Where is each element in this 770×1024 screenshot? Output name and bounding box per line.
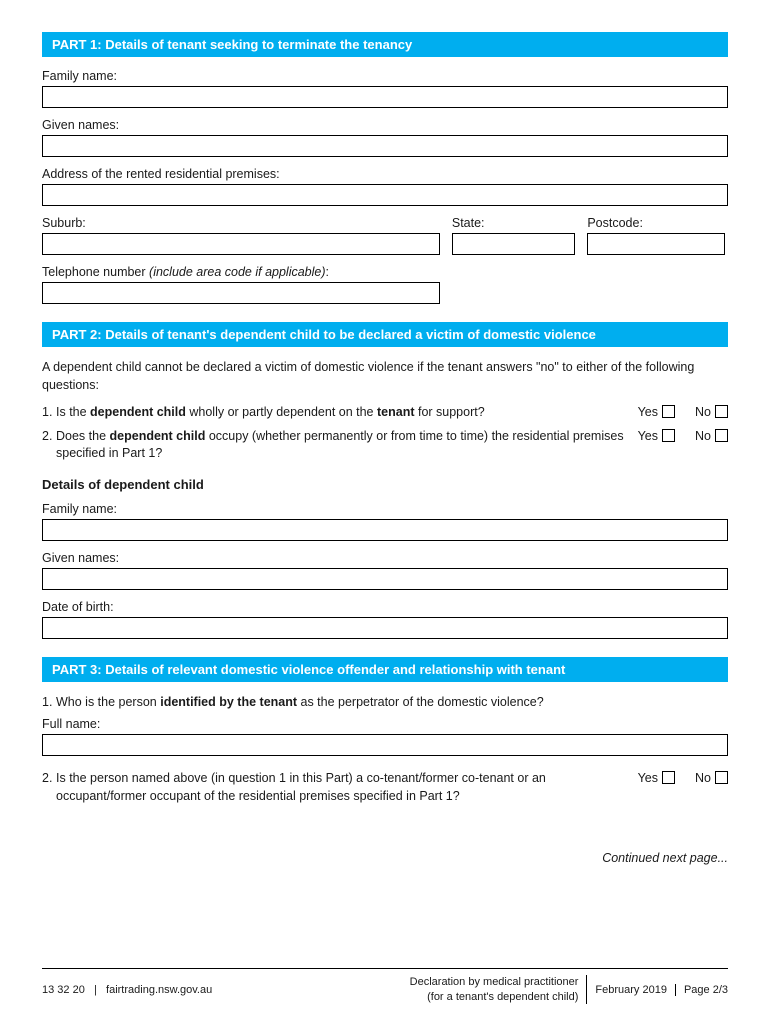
q1-no-checkbox[interactable] bbox=[715, 405, 728, 418]
footer-page: Page 2/3 bbox=[676, 984, 728, 996]
part3-header: PART 3: Details of relevant domestic vio… bbox=[42, 657, 728, 682]
footer-title2: (for a tenant's dependent child) bbox=[410, 990, 579, 1004]
p3-q1-text: Who is the person identified by the tena… bbox=[56, 694, 728, 712]
q2-a: Does the bbox=[56, 429, 110, 443]
footer-url: fairtrading.nsw.gov.au bbox=[106, 984, 212, 996]
q2-yes-label: Yes bbox=[638, 428, 658, 446]
p3-q2-yes-checkbox[interactable] bbox=[662, 771, 675, 784]
family-name-label: Family name: bbox=[42, 69, 728, 83]
q1-num: 1. bbox=[42, 404, 56, 422]
child-dob-label: Date of birth: bbox=[42, 600, 728, 614]
child-dob-input[interactable] bbox=[42, 617, 728, 639]
footer-sep: | bbox=[94, 984, 97, 996]
footer-title1: Declaration by medical practitioner bbox=[410, 975, 579, 989]
q1-text: Is the dependent child wholly or partly … bbox=[56, 404, 638, 422]
suburb-label: Suburb: bbox=[42, 216, 440, 230]
q2-no-checkbox[interactable] bbox=[715, 429, 728, 442]
given-names-label: Given names: bbox=[42, 118, 728, 132]
q1-b: dependent child bbox=[90, 405, 186, 419]
phone-label: Telephone number (include area code if a… bbox=[42, 265, 728, 279]
q2-num: 2. bbox=[42, 428, 56, 446]
phone-input[interactable] bbox=[42, 282, 440, 304]
phone-label-suffix: : bbox=[326, 265, 329, 279]
p3-q2-no-label: No bbox=[695, 770, 711, 788]
q1-yes-checkbox[interactable] bbox=[662, 405, 675, 418]
q1-yes-label: Yes bbox=[638, 404, 658, 422]
p3-q1-c: as the perpetrator of the domestic viole… bbox=[297, 695, 544, 709]
dependent-child-heading: Details of dependent child bbox=[42, 477, 728, 492]
part3-q1: 1. Who is the person identified by the t… bbox=[42, 694, 728, 712]
footer-date: February 2019 bbox=[587, 984, 676, 996]
phone-label-prefix: Telephone number bbox=[42, 265, 149, 279]
given-names-input[interactable] bbox=[42, 135, 728, 157]
child-given-names-input[interactable] bbox=[42, 568, 728, 590]
continued-text: Continued next page... bbox=[42, 851, 728, 865]
child-family-name-input[interactable] bbox=[42, 519, 728, 541]
q1-a: Is the bbox=[56, 405, 90, 419]
address-input[interactable] bbox=[42, 184, 728, 206]
child-family-name-label: Family name: bbox=[42, 502, 728, 516]
part2-header: PART 2: Details of tenant's dependent ch… bbox=[42, 322, 728, 347]
q1-c: wholly or partly dependent on the bbox=[186, 405, 377, 419]
child-given-names-label: Given names: bbox=[42, 551, 728, 565]
p3-q2-yes-label: Yes bbox=[638, 770, 658, 788]
part3-q2: 2. Is the person named above (in questio… bbox=[42, 770, 728, 805]
p3-q1-b: identified by the tenant bbox=[160, 695, 297, 709]
q2-no-label: No bbox=[695, 428, 711, 446]
state-input[interactable] bbox=[452, 233, 575, 255]
part1-header: PART 1: Details of tenant seeking to ter… bbox=[42, 32, 728, 57]
p3-q2-no-checkbox[interactable] bbox=[715, 771, 728, 784]
postcode-input[interactable] bbox=[587, 233, 724, 255]
full-name-label: Full name: bbox=[42, 717, 728, 731]
q2-b: dependent child bbox=[110, 429, 206, 443]
part2-q2: 2. Does the dependent child occupy (whet… bbox=[42, 428, 728, 463]
footer: 13 32 20 | fairtrading.nsw.gov.au Declar… bbox=[42, 968, 728, 1004]
q2-text: Does the dependent child occupy (whether… bbox=[56, 428, 638, 463]
full-name-input[interactable] bbox=[42, 734, 728, 756]
q1-d: tenant bbox=[377, 405, 415, 419]
family-name-input[interactable] bbox=[42, 86, 728, 108]
part2-q1: 1. Is the dependent child wholly or part… bbox=[42, 404, 728, 422]
q1-no-label: No bbox=[695, 404, 711, 422]
footer-phone: 13 32 20 bbox=[42, 984, 85, 996]
p3-q2-text: Is the person named above (in question 1… bbox=[56, 770, 638, 805]
suburb-input[interactable] bbox=[42, 233, 440, 255]
p3-q1-num: 1. bbox=[42, 694, 56, 712]
address-label: Address of the rented residential premis… bbox=[42, 167, 728, 181]
p3-q1-a: Who is the person bbox=[56, 695, 160, 709]
state-label: State: bbox=[452, 216, 575, 230]
q2-yes-checkbox[interactable] bbox=[662, 429, 675, 442]
q1-e: for support? bbox=[415, 405, 485, 419]
p3-q2-num: 2. bbox=[42, 770, 56, 788]
phone-label-italic: (include area code if applicable) bbox=[149, 265, 326, 279]
part2-intro: A dependent child cannot be declared a v… bbox=[42, 359, 728, 394]
postcode-label: Postcode: bbox=[587, 216, 724, 230]
